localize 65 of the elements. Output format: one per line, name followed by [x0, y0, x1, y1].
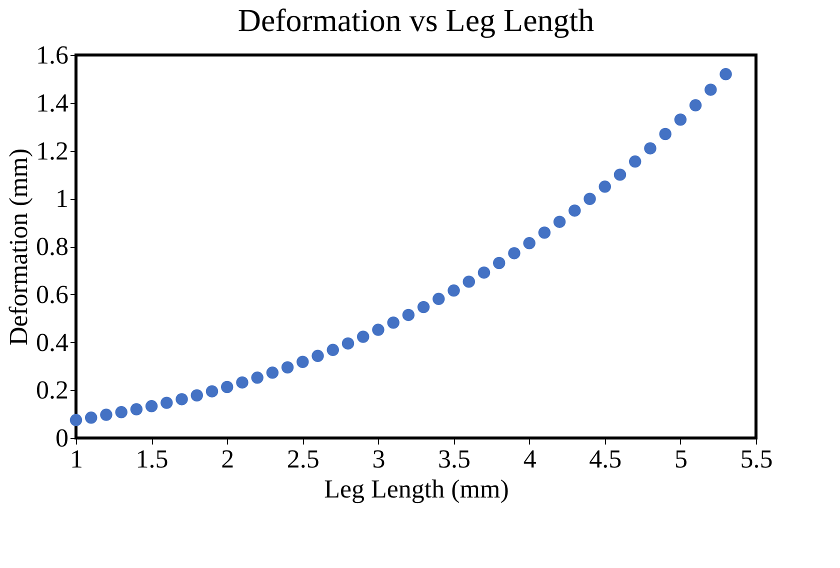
point: [614, 168, 626, 181]
y-tick-label: 1.2: [36, 136, 68, 166]
point: [462, 276, 476, 288]
y-tick-label: 1.6: [36, 40, 68, 70]
point: [387, 316, 400, 329]
y-tick-label: 0: [56, 424, 68, 452]
point: [538, 226, 551, 239]
y-tick-label: 0.4: [36, 328, 68, 357]
point: [553, 216, 566, 228]
point: [312, 350, 324, 362]
point: [115, 406, 128, 418]
point: [176, 393, 188, 406]
point: [296, 356, 309, 368]
x-tick-label: 2.5: [286, 444, 320, 474]
point: [417, 300, 430, 314]
x-axis-title: Leg Length (mm): [324, 474, 509, 504]
point: [568, 204, 581, 217]
y-tick-label: 0.8: [36, 232, 68, 261]
point: [644, 142, 656, 154]
x-tick-label: 1.5: [136, 444, 168, 474]
point: [251, 372, 264, 384]
x-tick-label: 4: [523, 444, 536, 474]
y-tick-label: 1: [56, 184, 68, 214]
point: [720, 68, 732, 80]
point: [220, 380, 234, 394]
point: [659, 128, 672, 140]
point: [100, 408, 112, 421]
point: [704, 84, 717, 96]
point: [402, 308, 415, 322]
point: [206, 385, 218, 398]
point: [508, 247, 520, 260]
x-tick-label: 5.5: [740, 444, 773, 474]
point: [356, 330, 370, 343]
point: [84, 412, 98, 424]
point: [130, 403, 143, 416]
y-tick-label: 1.4: [36, 88, 68, 118]
x-tick-label: 3: [372, 444, 386, 474]
x-tick-label: 5: [674, 444, 688, 474]
point: [236, 376, 248, 389]
point: [432, 292, 445, 306]
point: [598, 180, 612, 193]
point: [160, 396, 173, 409]
point: [145, 400, 158, 412]
y-tick-label: 0.2: [36, 376, 68, 405]
point: [190, 389, 204, 402]
chart-title: Deformation vs Leg Length: [238, 2, 594, 38]
point: [478, 266, 490, 279]
point: [689, 99, 702, 112]
x-tick-label: 4.5: [589, 444, 622, 474]
point: [523, 237, 536, 250]
point: [584, 192, 596, 205]
point: [326, 344, 340, 356]
x-tick-label: 3.5: [438, 444, 471, 474]
point: [674, 114, 687, 126]
point: [448, 284, 460, 297]
point: [342, 337, 354, 350]
point: [281, 361, 294, 374]
point: [70, 414, 82, 426]
point: [266, 366, 279, 379]
y-axis-title: Deformation (mm): [4, 148, 33, 346]
y-tick-label: 0.6: [36, 280, 68, 309]
point: [628, 155, 642, 168]
x-tick-label: 2: [221, 444, 234, 474]
point: [372, 324, 384, 336]
point: [492, 256, 506, 270]
